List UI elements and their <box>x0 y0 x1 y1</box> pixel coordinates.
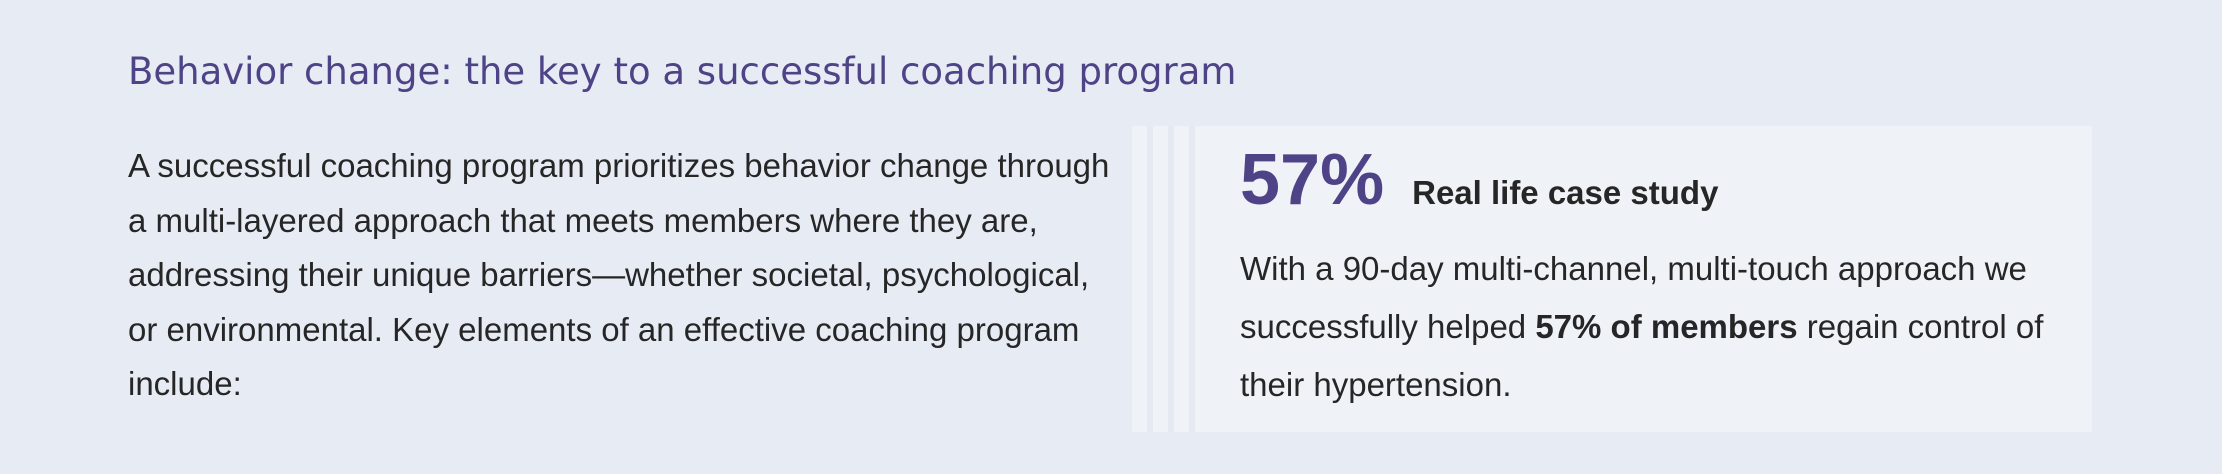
stat-description: With a 90-day multi-channel, multi-touch… <box>1240 240 2070 414</box>
section-title: Behavior change: the key to a successful… <box>128 50 1237 93</box>
card-stripe <box>1132 126 1147 432</box>
stat-description-part: regain control of their hypertension. <box>1240 308 2044 403</box>
case-study-card: 57% Real life case study With a 90-day mu… <box>1132 126 2092 432</box>
intro-paragraph: A successful coaching program prioritize… <box>128 147 1110 402</box>
card-stripe <box>1153 126 1168 432</box>
stat-highlight: 57% of members <box>1535 308 1798 345</box>
stat-header: 57% Real life case study <box>1240 144 1718 216</box>
stat-description-part: With a 90-day multi-channel, multi-touch… <box>1240 250 2027 345</box>
card-stripe <box>1174 126 1189 432</box>
stat-number: 57% <box>1240 140 1385 220</box>
card-panel <box>1195 126 2092 432</box>
stat-label: Real life case study <box>1412 174 1719 211</box>
